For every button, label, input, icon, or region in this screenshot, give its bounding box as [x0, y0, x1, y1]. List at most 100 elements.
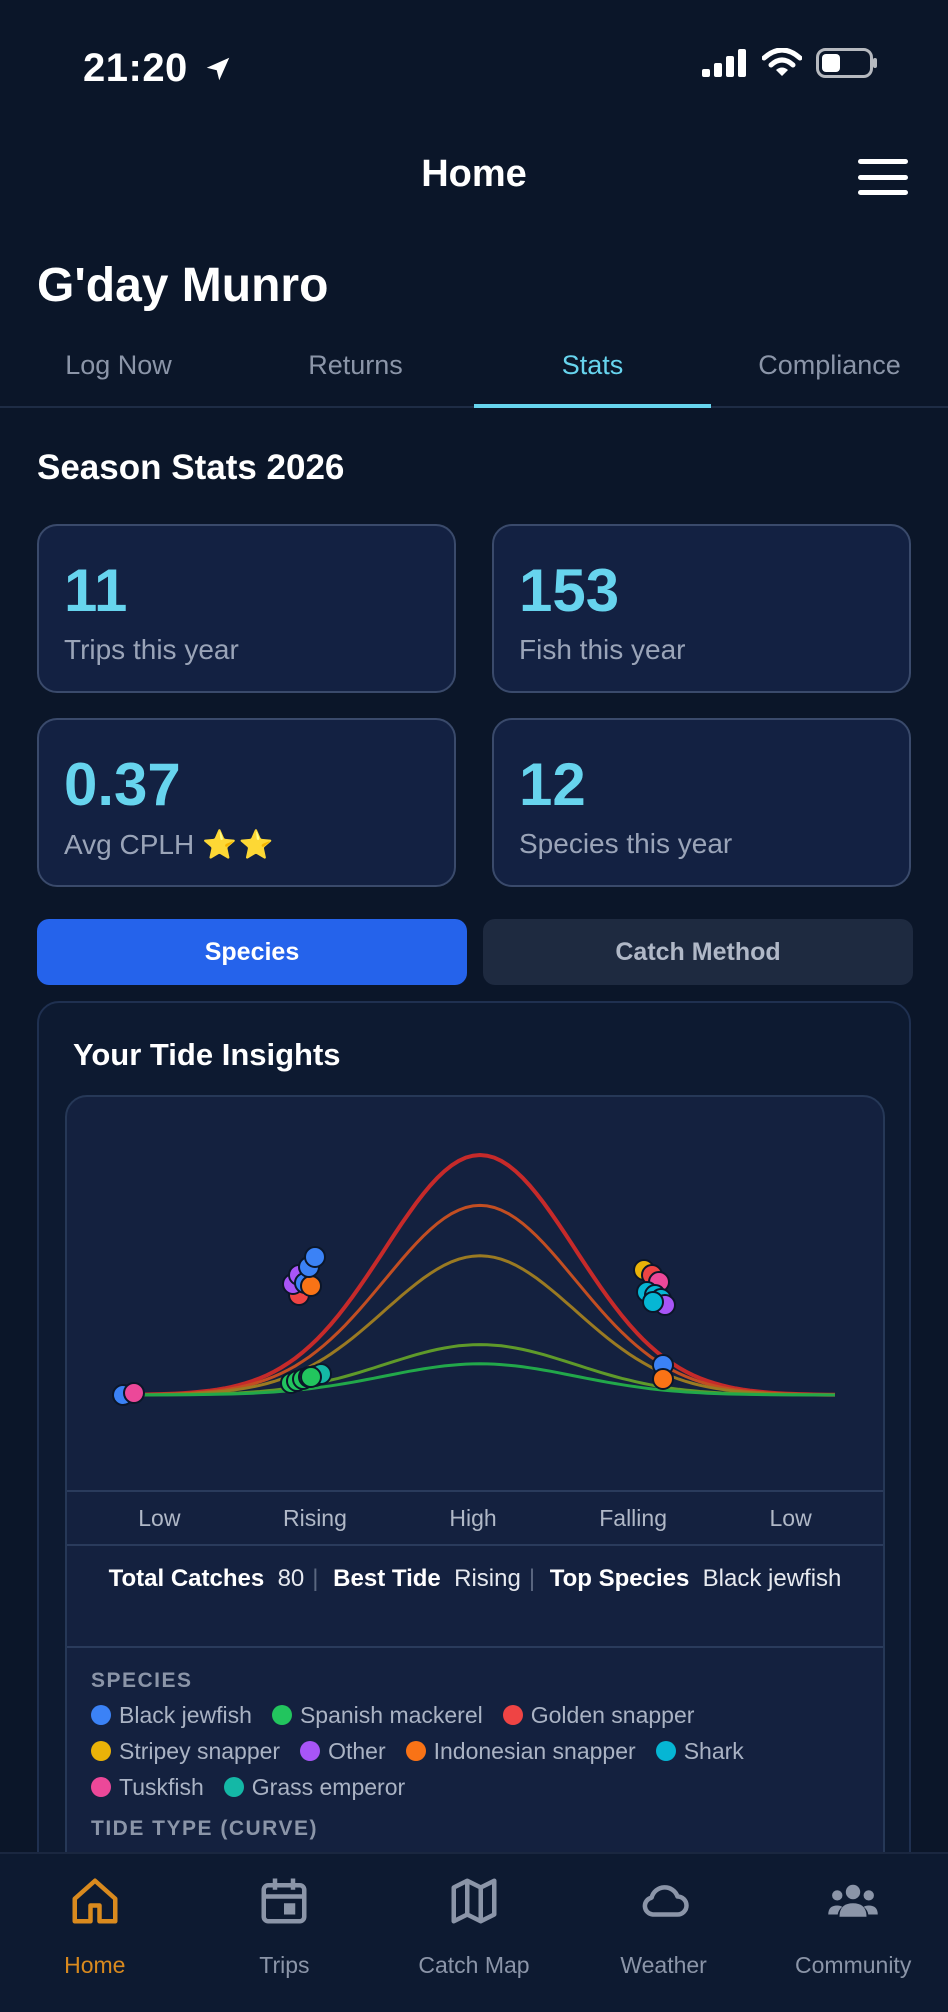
map-icon [451, 1878, 497, 1924]
status-time: 21:20 [83, 46, 233, 91]
best-tide-value: Rising [454, 1565, 521, 1592]
stat-label: Species this year [519, 828, 733, 859]
tab-log-now[interactable]: Log Now [65, 350, 172, 380]
tab-compliance[interactable]: Compliance [758, 350, 901, 380]
signal-icon [702, 49, 746, 77]
tide-insights-card: Your Tide Insights Low Rising High Falli… [37, 1001, 911, 1901]
legend-heading: SPECIES [91, 1669, 193, 1692]
legend-label: Indonesian snapper [433, 1737, 636, 1764]
page-title: Home [421, 153, 527, 195]
tide-x-axis: Low Rising High Falling Low [67, 1490, 883, 1546]
catch-marker [304, 1246, 326, 1268]
x-label-rising: Rising [282, 1504, 347, 1531]
catch-method-toggle-button[interactable]: Catch Method [483, 919, 913, 985]
legend-item: Other [300, 1735, 386, 1767]
status-bar: 21:20 [0, 0, 948, 135]
tide-summary: Total Catches 80 | Best Tide Rising | Top … [67, 1546, 883, 1648]
legend-dot-icon [271, 1705, 292, 1725]
best-tide-label: Best Tide [333, 1565, 441, 1592]
status-icons [702, 48, 878, 78]
nav-label: Catch Map [418, 1952, 530, 1978]
nav-label: Home [64, 1952, 126, 1978]
stat-label: Avg CPLH [64, 829, 195, 860]
legend-item: Golden snapper [502, 1699, 695, 1731]
total-catches-label: Total Catches [108, 1565, 265, 1592]
legend-dot-icon [502, 1705, 523, 1725]
app-header: Home [0, 135, 948, 219]
tide-curve [124, 1254, 836, 1397]
top-species-value: Black jewfish [702, 1565, 842, 1592]
legend-item: Tuskfish [91, 1771, 204, 1803]
species-toggle-button[interactable]: Species [37, 919, 467, 985]
legend-item: Shark [655, 1735, 744, 1767]
nav-home[interactable]: Home [0, 1854, 190, 2012]
home-icon [72, 1878, 118, 1924]
legend-dot-icon [91, 1741, 111, 1761]
total-catches-value: 80 [277, 1565, 305, 1592]
stat-value: 12 [519, 751, 586, 818]
legend-label: Golden snapper [530, 1701, 695, 1728]
x-label-low: Low [138, 1504, 181, 1531]
stat-label: Fish this year [519, 634, 686, 665]
legend-item: Stripey snapper [91, 1735, 280, 1767]
catch-marker [300, 1275, 322, 1297]
tide-insights-title: Your Tide Insights [73, 1037, 341, 1072]
legend-label: Stripey snapper [119, 1737, 281, 1764]
legend-dot-icon [91, 1777, 111, 1797]
people-icon [828, 1884, 878, 1917]
hamburger-menu-icon[interactable] [858, 159, 908, 195]
legend-dot-icon [405, 1741, 426, 1761]
tide-type-heading: TIDE TYPE (CURVE) [91, 1817, 318, 1840]
legend-label: Shark [683, 1737, 744, 1764]
legend-dot-icon [655, 1741, 676, 1761]
tide-chart: Low Rising High Falling Low Total Catche… [65, 1095, 885, 1899]
legend-dot-icon [91, 1705, 111, 1725]
stat-value: 153 [519, 557, 620, 624]
legend-label: Spanish mackerel [299, 1701, 483, 1728]
tide-curve [124, 1152, 836, 1397]
x-label-low-end: Low [769, 1504, 812, 1531]
nav-label: Community [795, 1952, 912, 1978]
catch-marker [642, 1291, 664, 1313]
cloud-icon [642, 1885, 689, 1917]
tide-curve-chart [112, 1152, 836, 1406]
legend-label: Other [328, 1737, 386, 1764]
stat-card-trips: 11 Trips this year [37, 524, 456, 693]
wifi-icon [762, 48, 802, 76]
tab-returns[interactable]: Returns [308, 350, 403, 380]
x-label-falling: Falling [599, 1504, 667, 1531]
legend-item: Grass emperor [223, 1771, 406, 1803]
stat-label: Trips this year [64, 634, 239, 665]
legend-item: Black jewfish [91, 1699, 252, 1731]
legend-item: Indonesian snapper [405, 1735, 636, 1767]
legend-label: Grass emperor [251, 1773, 406, 1800]
nav-weather[interactable]: Weather [569, 1854, 759, 2012]
nav-label: Trips [259, 1952, 310, 1978]
stat-value: 0.37 [64, 751, 181, 818]
location-arrow-icon [207, 57, 230, 81]
nav-catch-map[interactable]: Catch Map [379, 1854, 569, 2012]
battery-icon [816, 48, 877, 78]
bottom-nav: Home Trips Catch Map Weather [0, 1852, 948, 2012]
status-time-text: 21:20 [83, 46, 188, 90]
stat-value: 11 [64, 557, 128, 624]
star-rating-icon: ⭐⭐ [202, 829, 276, 860]
calendar-icon [261, 1878, 307, 1924]
nav-community[interactable]: Community [758, 1854, 948, 2012]
legend-label: Tuskfish [119, 1773, 204, 1800]
x-label-high: High [449, 1504, 497, 1531]
nav-trips[interactable]: Trips [190, 1854, 380, 2012]
stat-card-fish: 153 Fish this year [492, 524, 911, 693]
season-stats-title: Season Stats 2026 [37, 448, 345, 487]
legend-dot-icon [300, 1741, 321, 1761]
home-tabs: Log Now Returns Stats Compliance [0, 340, 948, 408]
legend-dot-icon [223, 1777, 244, 1797]
stat-label-cplh: Avg CPLH ⭐⭐ [64, 828, 276, 861]
top-species-label: Top Species [549, 1565, 690, 1592]
tab-stats[interactable]: Stats [474, 340, 711, 408]
stat-card-cplh: 0.37 Avg CPLH ⭐⭐ [37, 718, 456, 887]
greeting-heading: G'day Munro [37, 259, 329, 312]
legend-items: Black jewfish Spanish mackerel Golden snap… [91, 1699, 871, 1803]
catch-marker [300, 1366, 322, 1388]
species-legend: SPECIES Black jewfish Spanish mackerel Gol… [91, 1669, 871, 1803]
